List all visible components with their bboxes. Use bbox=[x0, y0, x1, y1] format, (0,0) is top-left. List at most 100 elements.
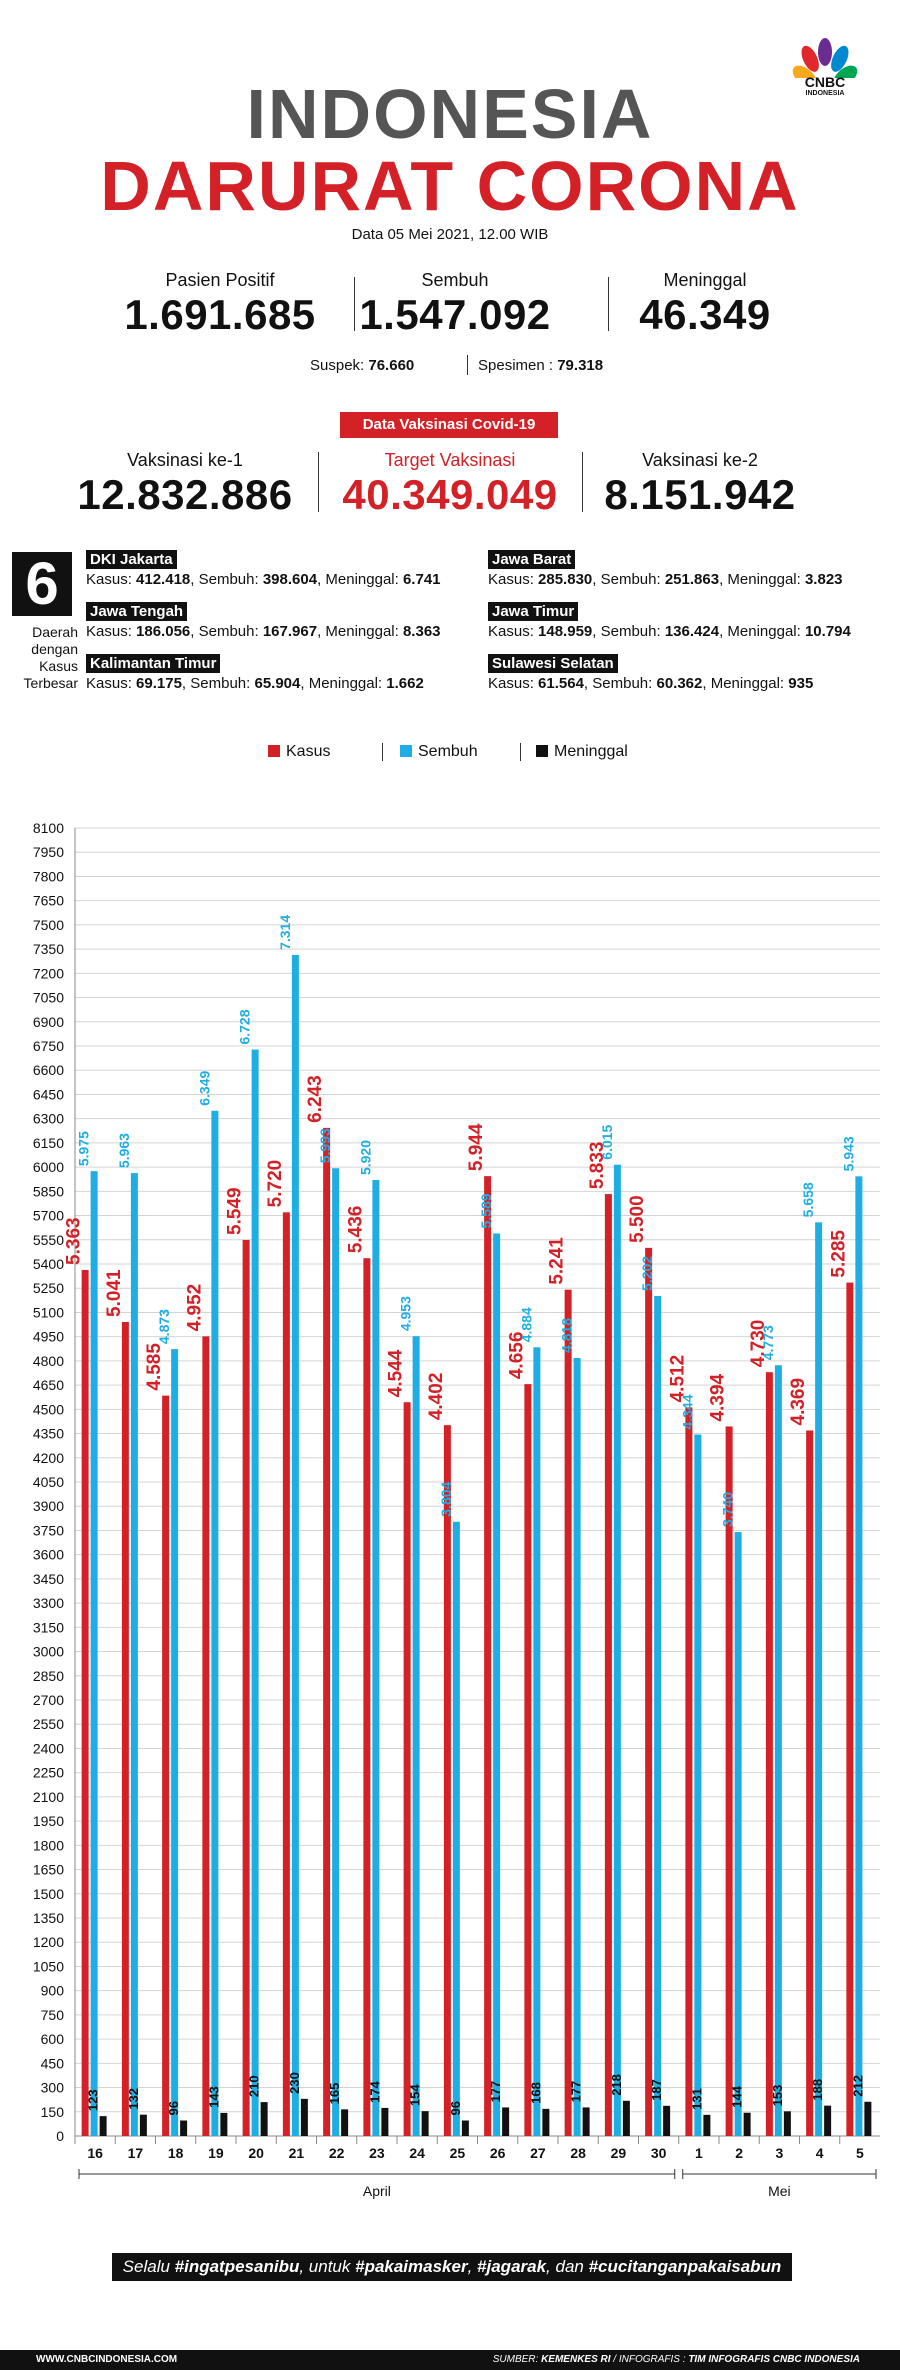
bar-meninggal bbox=[824, 2105, 832, 2136]
y-tick-label: 4200 bbox=[33, 1450, 64, 1466]
slogan-text: , dan bbox=[546, 2257, 589, 2276]
y-tick-label: 6000 bbox=[33, 1159, 64, 1175]
slogan-text: , untuk bbox=[299, 2257, 356, 2276]
kasus-value: 285.830 bbox=[538, 571, 593, 588]
data-label-kasus: 5.549 bbox=[225, 1187, 246, 1235]
hashtag: #jagarak bbox=[477, 2257, 547, 2276]
data-label-sembuh: 5.975 bbox=[76, 1131, 92, 1166]
sembuh-value: 167.967 bbox=[262, 623, 318, 640]
caption-line: Terbesar bbox=[23, 675, 78, 691]
logo-sub: INDONESIA bbox=[805, 90, 845, 97]
suspek-value: 76.660 bbox=[368, 357, 415, 374]
x-tick-label: 22 bbox=[329, 2145, 345, 2161]
bar-kasus bbox=[524, 1384, 532, 2136]
y-tick-label: 6600 bbox=[33, 1062, 64, 1078]
bar-meninggal bbox=[542, 2108, 550, 2136]
data-label-sembuh: 6.015 bbox=[599, 1124, 615, 1159]
spesimen-line: Spesimen : 79.318 bbox=[478, 357, 603, 374]
bar-meninggal bbox=[99, 2116, 107, 2136]
y-tick-label: 300 bbox=[41, 2080, 65, 2096]
y-tick-label: 5100 bbox=[33, 1304, 64, 1320]
y-tick-label: 3300 bbox=[33, 1595, 64, 1611]
bar-sembuh bbox=[452, 1521, 460, 2136]
bar-sembuh bbox=[130, 1173, 138, 2136]
suspek-label: Suspek: bbox=[310, 357, 365, 374]
data-label-meninggal: 174 bbox=[367, 2080, 382, 2102]
kasus-label: Kasus: bbox=[488, 623, 534, 640]
region-stats: Kasus: 412.418, Sembuh: 398.604, Meningg… bbox=[86, 571, 441, 588]
data-label-sembuh: 5.658 bbox=[800, 1182, 816, 1217]
region-stats: Kasus: 61.564, Sembuh: 60.362, Meninggal… bbox=[488, 675, 814, 692]
data-label-meninggal: 218 bbox=[609, 2074, 624, 2096]
y-tick-label: 2850 bbox=[33, 1668, 64, 1684]
x-tick-label: 2 bbox=[735, 2145, 743, 2161]
bar-kasus bbox=[645, 1247, 653, 2136]
y-tick-label: 7350 bbox=[33, 941, 64, 957]
y-tick-label: 1650 bbox=[33, 1862, 64, 1878]
x-tick-label: 5 bbox=[856, 2145, 864, 2161]
data-label-kasus: 4.656 bbox=[506, 1332, 527, 1380]
stat-label: Sembuh bbox=[421, 270, 489, 290]
y-tick-label: 3900 bbox=[33, 1498, 64, 1514]
bar-kasus bbox=[202, 1336, 210, 2136]
bar-meninggal bbox=[421, 2111, 429, 2136]
region-item: Sulawesi Selatan Kasus: 61.564, Sembuh: … bbox=[488, 654, 813, 692]
data-label-kasus: 4.730 bbox=[748, 1320, 769, 1368]
y-tick-label: 4950 bbox=[33, 1329, 64, 1345]
x-tick-label: 21 bbox=[289, 2145, 305, 2161]
meninggal-value: 6.741 bbox=[402, 571, 441, 588]
data-label-sembuh: 4.953 bbox=[398, 1296, 414, 1331]
x-tick-label: 17 bbox=[128, 2145, 144, 2161]
y-tick-label: 4800 bbox=[33, 1353, 64, 1369]
data-label-kasus: 5.363 bbox=[64, 1217, 85, 1265]
bar-kasus bbox=[765, 1372, 773, 2136]
hashtag: #cucitanganpakaisabun bbox=[588, 2257, 782, 2276]
credit-value: TIM INFOGRAFIS CNBC INDONESIA bbox=[688, 2354, 860, 2365]
data-label-meninggal: 123 bbox=[86, 2089, 101, 2111]
y-tick-label: 5250 bbox=[33, 1280, 64, 1296]
slogan: Selalu #ingatpesanibu, untuk #pakaimaske… bbox=[112, 2253, 792, 2281]
vaksin-label: Vaksinasi ke-2 bbox=[642, 450, 758, 470]
bar-sembuh bbox=[171, 1349, 179, 2136]
y-tick-label: 8100 bbox=[33, 820, 64, 836]
group-label: April bbox=[363, 2183, 391, 2199]
x-tick-label: 29 bbox=[611, 2145, 627, 2161]
sembuh-value: 398.604 bbox=[262, 571, 318, 588]
data-label-kasus: 4.952 bbox=[184, 1284, 205, 1332]
data-date: Data 05 Mei 2021, 12.00 WIB bbox=[351, 226, 549, 243]
divider bbox=[467, 355, 468, 375]
y-tick-label: 150 bbox=[41, 2104, 65, 2120]
bar-sembuh bbox=[251, 1049, 259, 2136]
y-tick-label: 6300 bbox=[33, 1111, 64, 1127]
data-label-sembuh: 4.873 bbox=[156, 1309, 172, 1344]
legend-swatch bbox=[536, 745, 548, 757]
legend-swatch bbox=[400, 745, 412, 757]
region-name: Kalimantan Timur bbox=[86, 654, 221, 673]
data-label-meninggal: 177 bbox=[488, 2081, 503, 2103]
meninggal-label: Meninggal: bbox=[325, 571, 399, 588]
data-label-sembuh: 3.804 bbox=[438, 1481, 454, 1516]
data-label-meninggal: 153 bbox=[770, 2085, 785, 2107]
data-label-meninggal: 177 bbox=[569, 2081, 584, 2103]
data-label-kasus: 5.944 bbox=[466, 1123, 487, 1171]
sembuh-label: Sembuh: bbox=[600, 623, 661, 640]
meninggal-value: 1.662 bbox=[386, 675, 424, 692]
bar-sembuh bbox=[211, 1110, 219, 2136]
x-tick-label: 1 bbox=[695, 2145, 703, 2161]
bar-chart: 0 150 300 450 600 750 900 1050 1200 1350 1500 1650 1… bbox=[33, 820, 880, 2199]
bar-sembuh bbox=[734, 1532, 742, 2136]
data-label-sembuh: 5.589 bbox=[478, 1193, 494, 1228]
bar-sembuh bbox=[573, 1357, 581, 2136]
x-tick-label: 28 bbox=[570, 2145, 586, 2161]
y-tick-label: 1500 bbox=[33, 1886, 64, 1902]
sembuh-label: Sembuh: bbox=[592, 675, 653, 692]
data-label-sembuh: 5.920 bbox=[357, 1140, 373, 1175]
data-label-kasus: 4.369 bbox=[788, 1378, 809, 1426]
kasus-value: 69.175 bbox=[136, 675, 182, 692]
bar-kasus bbox=[604, 1194, 612, 2136]
data-label-sembuh: 5.943 bbox=[840, 1136, 856, 1171]
data-label-sembuh: 5.202 bbox=[639, 1256, 655, 1291]
data-label-sembuh: 5.993 bbox=[317, 1128, 333, 1163]
data-label-sembuh: 4.344 bbox=[679, 1394, 695, 1429]
kasus-label: Kasus: bbox=[86, 623, 132, 640]
